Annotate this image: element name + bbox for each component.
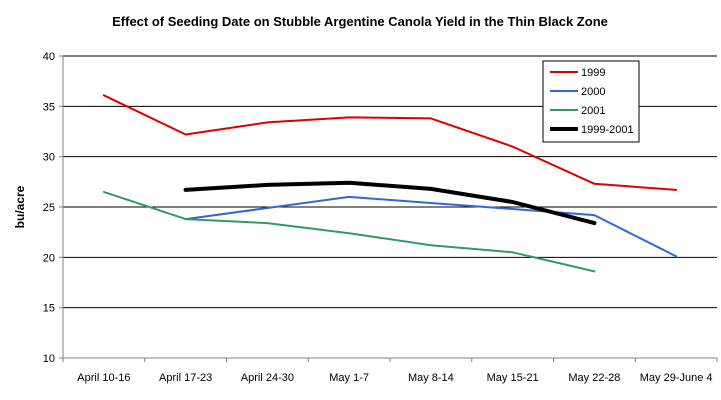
x-tick-label: May 22-28 xyxy=(568,372,620,384)
series-line-2001 xyxy=(102,190,596,273)
x-tick-label: April 24-30 xyxy=(241,372,294,384)
x-axis-ticks: April 10-16 April 17-23 April 24-30 May 1-7… xyxy=(62,358,718,384)
x-tick-label: May 29-June 4 xyxy=(640,372,713,384)
y-tick-label: 40 xyxy=(43,51,55,63)
y-axis-label: bu/acre xyxy=(13,185,27,228)
gridlines xyxy=(63,55,717,309)
chart-title: Effect of Seeding Date on Stubble Argent… xyxy=(112,14,608,29)
y-tick-label: 15 xyxy=(43,303,55,315)
y-tick-label: 10 xyxy=(43,353,55,365)
y-tick-label: 20 xyxy=(43,252,55,264)
x-tick-label: April 17-23 xyxy=(159,372,212,384)
x-tick-label: May 8-14 xyxy=(408,372,454,384)
legend: 1999 2000 2001 1999-2001 xyxy=(542,60,640,143)
x-tick-label: May 1-7 xyxy=(329,372,369,384)
x-tick-label: May 15-21 xyxy=(487,372,539,384)
y-tick-label: 35 xyxy=(43,101,55,113)
legend-label: 1999-2001 xyxy=(581,124,634,136)
legend-label: 2001 xyxy=(581,105,605,117)
x-tick-label: April 10-16 xyxy=(77,372,130,384)
y-tick-label: 25 xyxy=(43,202,55,214)
series-line-1999 xyxy=(102,94,678,191)
series-line-2000 xyxy=(184,195,678,258)
series-lines xyxy=(102,94,678,273)
legend-label: 2000 xyxy=(581,86,605,98)
y-tick-label: 30 xyxy=(43,152,55,164)
series-line-1999-2001 xyxy=(183,180,597,226)
legend-label: 1999 xyxy=(581,67,605,79)
y-axis-ticks: 10 15 20 25 30 35 40 xyxy=(43,51,63,365)
